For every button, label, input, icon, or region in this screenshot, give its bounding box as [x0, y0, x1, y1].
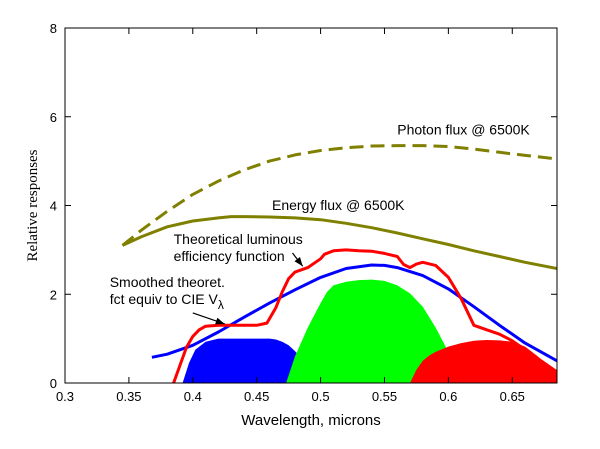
annotation-3: Theoretical luminous efficiency function [174, 231, 303, 264]
series-line-2 [121, 215, 557, 270]
y-tick-label: 0 [50, 376, 57, 391]
annotation-2: Energy flux @ 6500K [272, 197, 405, 213]
y-tick-label: 2 [50, 287, 57, 302]
x-tick-label: 0.4 [184, 389, 202, 404]
x-tick-label: 0.45 [244, 389, 269, 404]
annotations: Photon flux @ 6500K Energy flux @ 6500K Th… [110, 122, 530, 325]
area-fill-3 [410, 340, 557, 383]
x-tick-label: 0.55 [372, 389, 397, 404]
series-line-4 [172, 248, 557, 383]
series-line-3 [151, 263, 557, 363]
annotation-arrow-head [294, 257, 303, 267]
y-axis-title: Relative responses [25, 149, 41, 261]
series-line-1 [121, 144, 557, 247]
annotation-arrow-head [215, 317, 225, 325]
x-tick-label: 0.35 [116, 389, 141, 404]
y-tick-label: 8 [50, 21, 57, 36]
series-lines [121, 144, 557, 383]
annotation-1: Photon flux @ 6500K [397, 122, 530, 138]
area-fills [182, 279, 557, 383]
x-tick-label: 0.5 [312, 389, 330, 404]
x-tick-label: 0.65 [500, 389, 525, 404]
y-tick-label: 6 [50, 110, 57, 125]
axis-ticks [64, 27, 557, 384]
area-fill-1 [182, 338, 324, 383]
x-axis-title: Wavelength, microns [241, 412, 381, 429]
x-tick-label: 0.6 [439, 389, 457, 404]
tick-labels: 0.3 0.35 0.4 0.45 0.5 0.55 0.6 0.65 0 2 4 6 8 [50, 21, 525, 404]
y-tick-label: 4 [50, 199, 57, 214]
x-tick-label: 0.3 [56, 389, 74, 404]
area-fill-2 [286, 279, 462, 383]
annotation-4: Smoothed theoret. fct equiv to CIE Vλ [110, 274, 225, 312]
